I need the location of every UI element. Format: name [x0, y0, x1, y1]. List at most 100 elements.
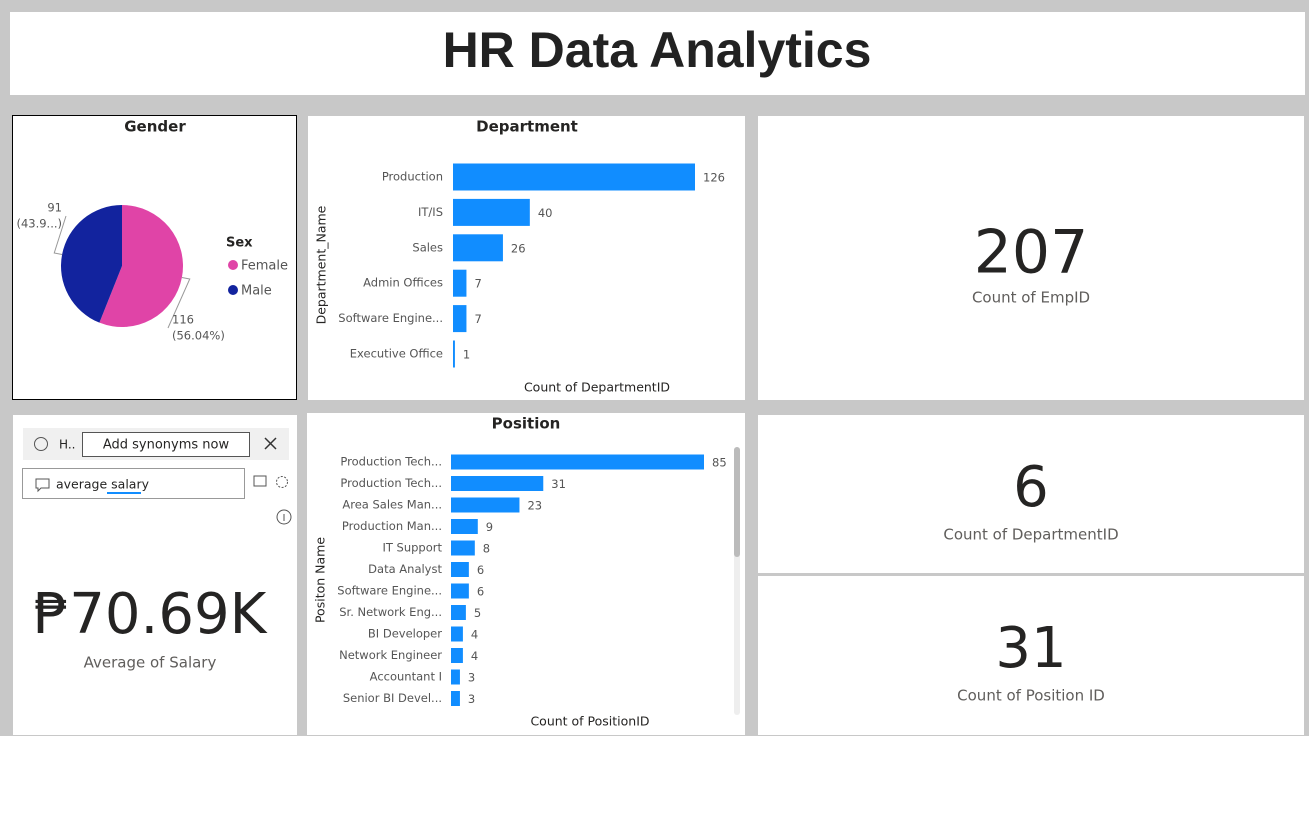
- bar: [451, 519, 478, 534]
- card-panel: [758, 415, 1304, 573]
- qa-query[interactable]: average salary: [56, 477, 150, 492]
- data-label: 91: [47, 201, 62, 215]
- y-tick-label: Software Engine...: [337, 584, 442, 598]
- info-icon: [34, 437, 48, 451]
- add-synonyms-button[interactable]: [82, 432, 250, 457]
- y-axis-label: Positon Name: [313, 537, 328, 623]
- card-value: ₱70.69K: [34, 582, 268, 647]
- data-label: 6: [477, 563, 484, 577]
- bar: [453, 163, 695, 191]
- card-value: 31: [995, 616, 1066, 681]
- chat-icon: [35, 478, 50, 493]
- card-label: Count of DepartmentID: [943, 526, 1118, 544]
- percent-label: (56.04%): [172, 329, 225, 343]
- y-axis-label: Department_Name: [314, 205, 329, 324]
- pie-slice: [60, 205, 122, 323]
- legend-label: Female: [241, 259, 288, 274]
- y-tick-label: Senior BI Devel...: [343, 691, 442, 705]
- chart-title: Department: [476, 118, 578, 136]
- bar: [451, 691, 460, 706]
- bar: [453, 269, 467, 297]
- data-label: 40: [538, 206, 553, 220]
- data-label: 9: [486, 520, 493, 534]
- x-axis-label: Count of DepartmentID: [524, 380, 670, 395]
- y-tick-label: BI Developer: [368, 627, 442, 641]
- data-label: 3: [468, 692, 475, 706]
- data-label: 7: [474, 312, 481, 326]
- y-tick-label: Network Engineer: [339, 648, 442, 662]
- data-label: 3: [468, 671, 475, 685]
- bar: [453, 340, 455, 368]
- bar: [453, 305, 467, 333]
- data-label: 23: [527, 499, 542, 513]
- y-tick-label: Sr. Network Eng...: [339, 605, 442, 619]
- data-label: 7: [474, 277, 481, 291]
- card-label: Average of Salary: [84, 654, 217, 672]
- pie-slice: [99, 205, 183, 327]
- bar: [451, 626, 463, 642]
- card-panel: [758, 576, 1304, 735]
- card-label: Count of EmpID: [972, 289, 1090, 307]
- y-tick-label: Production: [382, 170, 443, 184]
- legend-marker: [228, 285, 238, 295]
- qa-panel: [13, 415, 297, 735]
- card-label: Count of Position ID: [957, 687, 1105, 705]
- dashboard-title: HR Data Analytics: [443, 22, 872, 78]
- data-label: 6: [477, 585, 484, 599]
- y-tick-label: Data Analyst: [368, 562, 442, 576]
- bar: [451, 497, 520, 513]
- card-value: 207: [974, 218, 1089, 288]
- title-panel: [10, 12, 1305, 95]
- data-label: 126: [703, 171, 725, 185]
- legend-marker: [228, 260, 238, 270]
- x-axis-label: Count of PositionID: [530, 714, 649, 729]
- data-label: 4: [471, 649, 478, 663]
- chart-title: Position: [492, 415, 561, 433]
- chart-title: Gender: [124, 118, 186, 136]
- y-tick-label: Accountant I: [370, 670, 442, 684]
- qa-info: H..: [59, 438, 75, 452]
- data-label: 8: [483, 542, 490, 556]
- bar: [451, 648, 463, 663]
- bar: [451, 605, 466, 620]
- y-tick-label: IT/IS: [418, 205, 443, 219]
- leader-line: [53, 215, 67, 255]
- card-panel: [758, 116, 1304, 400]
- scrollbar-thumb[interactable]: [734, 447, 740, 557]
- bar: [451, 476, 544, 491]
- bar: [451, 583, 469, 599]
- y-tick-label: Software Engine...: [338, 311, 443, 325]
- data-label: 1: [463, 348, 470, 362]
- y-tick-label: Production Tech...: [340, 476, 442, 490]
- bar: [451, 540, 475, 556]
- bar: [453, 234, 503, 262]
- department-panel: [308, 116, 745, 400]
- close-icon[interactable]: [264, 437, 277, 450]
- data-label: 5: [474, 606, 481, 620]
- y-tick-label: Area Sales Man...: [342, 498, 442, 512]
- add-synonyms-label[interactable]: Add synonyms now: [103, 438, 230, 453]
- legend-label: Male: [241, 284, 272, 299]
- y-tick-label: Production Man...: [342, 519, 442, 533]
- y-tick-label: Executive Office: [350, 347, 443, 361]
- y-tick-label: IT Support: [382, 541, 442, 555]
- bar: [451, 669, 460, 685]
- y-tick-label: Admin Offices: [363, 276, 443, 290]
- settings-icon[interactable]: [276, 476, 288, 488]
- bar: [451, 454, 704, 470]
- y-tick-label: Sales: [412, 240, 443, 254]
- layout-icon[interactable]: [253, 475, 267, 487]
- y-tick-label: Production Tech...: [340, 455, 442, 469]
- bar: [453, 198, 530, 226]
- data-label: 85: [712, 456, 727, 470]
- leader-line: [167, 277, 191, 329]
- data-label: 26: [511, 241, 526, 255]
- legend-title: Sex: [226, 236, 253, 251]
- bar: [451, 562, 469, 577]
- data-label: 4: [471, 628, 478, 642]
- info-icon[interactable]: [276, 509, 292, 525]
- data-label: 116: [172, 313, 194, 327]
- card-value: 6: [1013, 455, 1049, 520]
